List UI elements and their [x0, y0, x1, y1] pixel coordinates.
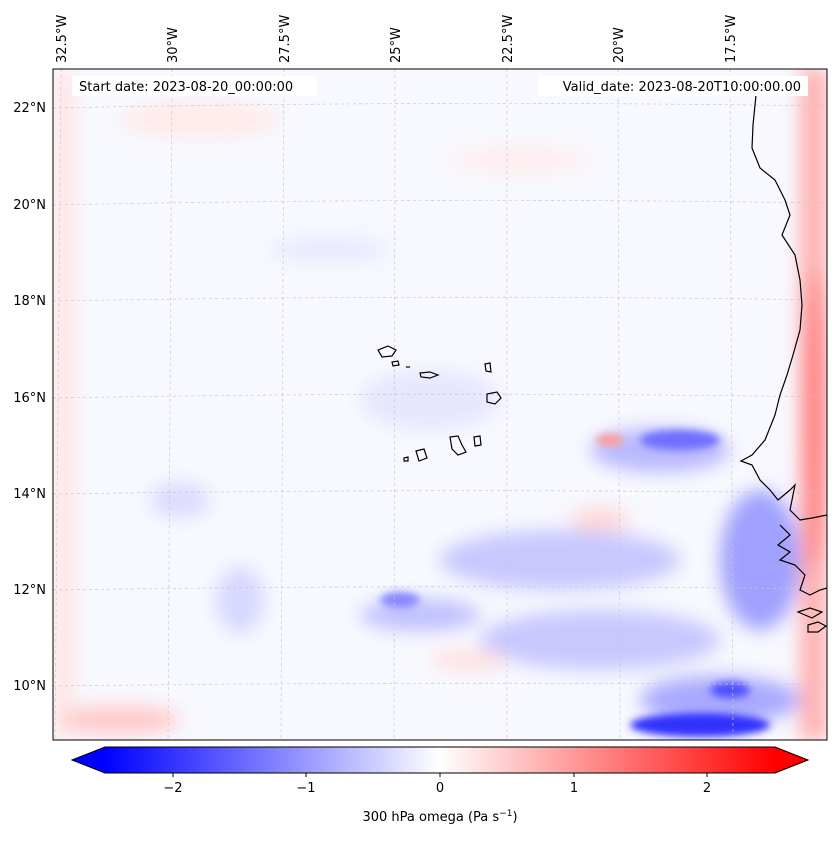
colorbar-body — [105, 747, 775, 773]
coastlines — [377, 85, 827, 633]
lon-label-3: 25°W — [389, 27, 404, 63]
cape-verde-santiago — [449, 435, 467, 456]
lon-label-0: 32.5°W — [55, 15, 70, 63]
colorbar-tick-0: −2 — [163, 781, 182, 796]
cape-verde-boa-vista — [486, 391, 502, 405]
lon-label-6: 17.5°W — [724, 15, 739, 63]
lon-label-2: 27.5°W — [278, 15, 293, 63]
lat-label-3: 16°N — [13, 391, 46, 406]
lat-label-5: 12°N — [13, 583, 46, 598]
colorbar-tick-3: 1 — [570, 781, 578, 796]
colorbar-max-extension — [775, 747, 808, 773]
map-frame — [52, 68, 828, 741]
start-date-label: Start date: 2023-08-20_00:00:00 — [79, 80, 293, 95]
lat-label-4: 14°N — [13, 487, 46, 502]
africa-coastline — [739, 85, 827, 521]
colorbar: −2 −1 0 1 2 300 hPa omega (Pa s−1) — [70, 746, 810, 825]
cape-verde-santo-antao — [377, 345, 397, 358]
map-panel: Start date: 2023-08-20_00:00:00 Valid_da… — [53, 69, 827, 740]
latitude-labels: 22°N 20°N 18°N 16°N 14°N 12°N 10°N — [13, 101, 46, 694]
lat-label-6: 10°N — [13, 679, 46, 694]
lat-label-2: 18°N — [13, 294, 46, 309]
colorbar-min-extension — [72, 747, 105, 773]
graticule — [53, 69, 827, 740]
valid-date-box — [538, 76, 808, 96]
colorbar-tick-2: 0 — [436, 781, 444, 796]
lon-label-1: 30°W — [166, 27, 181, 63]
colorbar-tick-4: 2 — [703, 781, 711, 796]
colorbar-tick-1: −1 — [296, 781, 315, 796]
valid-date-label: Valid_date: 2023-08-20T10:00:00.00 — [563, 80, 801, 95]
longitude-labels: 32.5°W 30°W 27.5°W 25°W 22.5°W 20°W 17.5… — [55, 15, 739, 63]
lat-label-1: 20°N — [13, 198, 46, 213]
start-date-box — [72, 76, 317, 96]
omega-field — [53, 69, 827, 740]
lat-label-0: 22°N — [13, 101, 46, 116]
lon-label-4: 22.5°W — [501, 15, 516, 63]
colorbar-label: 300 hPa omega (Pa s−1) — [362, 809, 517, 825]
lon-label-5: 20°W — [612, 27, 627, 63]
colorbar-outline — [70, 746, 810, 774]
